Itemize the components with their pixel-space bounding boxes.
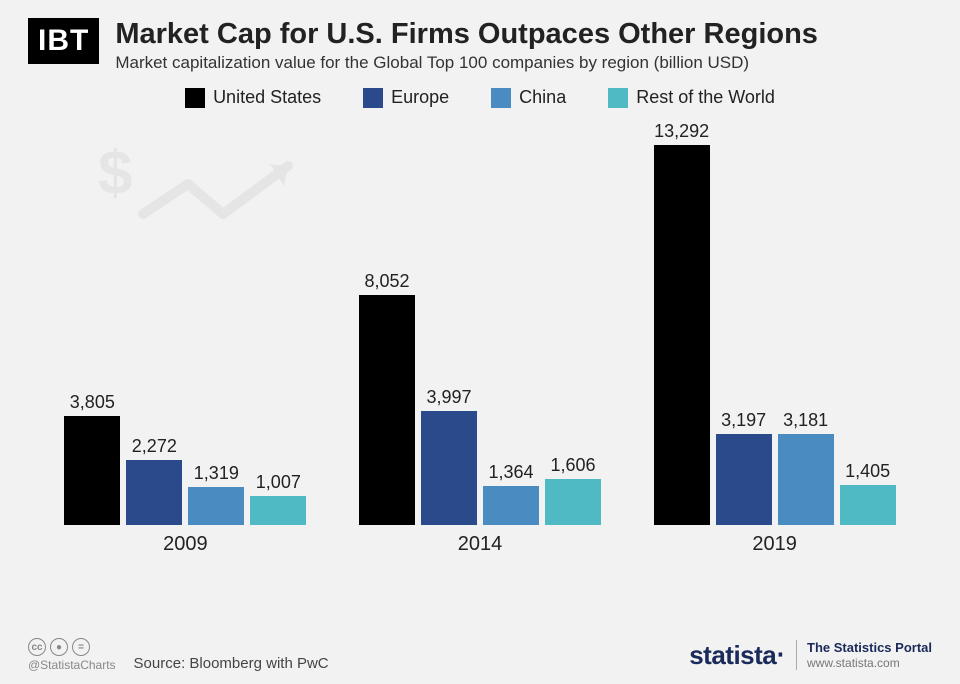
legend-swatch [491, 88, 511, 108]
bar: 3,805 [64, 392, 120, 525]
bar-rect [188, 487, 244, 525]
chart-area: $ 3,8052,2721,3191,00720098,0523,9971,36… [28, 116, 932, 556]
legend-label: Rest of the World [636, 87, 775, 108]
bar-rect [654, 145, 710, 525]
bar-group: 8,052 3,997 1,364 1,606 2014 [359, 271, 601, 556]
bar-value-label: 1,007 [256, 472, 301, 493]
bar: 2,272 [126, 436, 182, 525]
header: IBT Market Cap for U.S. Firms Outpaces O… [28, 18, 932, 73]
bar-value-label: 8,052 [364, 271, 409, 292]
bar-rect [126, 460, 182, 525]
chart-subtitle: Market capitalization value for the Glob… [115, 53, 932, 73]
bar-rect [64, 416, 120, 525]
bar-value-label: 3,197 [721, 410, 766, 431]
footer: cc ● = @StatistaCharts Source: Bloomberg… [28, 638, 932, 672]
legend-item: Europe [363, 87, 449, 108]
bar-value-label: 1,319 [194, 463, 239, 484]
bar-value-label: 3,181 [783, 410, 828, 431]
year-label: 2014 [458, 533, 503, 556]
bar: 13,292 [654, 121, 710, 525]
bar-value-label: 13,292 [654, 121, 709, 142]
bar-value-label: 1,405 [845, 461, 890, 482]
bar-rect [359, 295, 415, 525]
by-icon: ● [50, 638, 68, 656]
bar: 3,997 [421, 387, 477, 525]
legend-swatch [608, 88, 628, 108]
bar-group: 13,292 3,197 3,181 1,405 2019 [654, 121, 896, 556]
chart-title: Market Cap for U.S. Firms Outpaces Other… [115, 18, 932, 51]
bar-rect [250, 496, 306, 525]
bar: 1,007 [250, 472, 306, 525]
bar: 3,181 [778, 410, 834, 525]
nd-icon: = [72, 638, 90, 656]
bar-value-label: 2,272 [132, 436, 177, 457]
cc-icon: cc [28, 638, 46, 656]
source-text: Source: Bloomberg with PwC [134, 655, 329, 672]
statista-logo: statista‧ [689, 640, 784, 671]
bar-value-label: 3,805 [70, 392, 115, 413]
bar-value-label: 1,606 [550, 455, 595, 476]
legend: United States Europe China Rest of the Worl… [28, 87, 932, 108]
year-label: 2019 [752, 533, 797, 556]
bar-value-label: 3,997 [426, 387, 471, 408]
bar-group: 3,805 2,272 1,319 1,007 2009 [64, 392, 306, 556]
legend-item: Rest of the World [608, 87, 775, 108]
portal-title: The Statistics Portal [807, 640, 932, 656]
bar: 3,197 [716, 410, 772, 525]
twitter-handle: @StatistaCharts [28, 658, 116, 672]
legend-swatch [185, 88, 205, 108]
legend-label: China [519, 87, 566, 108]
legend-item: United States [185, 87, 321, 108]
bar: 1,364 [483, 462, 539, 525]
bar-rect [545, 479, 601, 525]
legend-label: Europe [391, 87, 449, 108]
bar-value-label: 1,364 [488, 462, 533, 483]
bar-rect [716, 434, 772, 525]
bar-rect [421, 411, 477, 525]
cc-icons: cc ● = [28, 638, 116, 656]
legend-label: United States [213, 87, 321, 108]
legend-item: China [491, 87, 566, 108]
ibt-logo: IBT [28, 18, 99, 64]
legend-swatch [363, 88, 383, 108]
portal-url: www.statista.com [807, 656, 932, 670]
bar: 1,405 [840, 461, 896, 525]
bar-rect [778, 434, 834, 525]
bar: 1,606 [545, 455, 601, 525]
year-label: 2009 [163, 533, 208, 556]
bar: 8,052 [359, 271, 415, 525]
bar-rect [840, 485, 896, 525]
bar: 1,319 [188, 463, 244, 525]
bar-rect [483, 486, 539, 525]
